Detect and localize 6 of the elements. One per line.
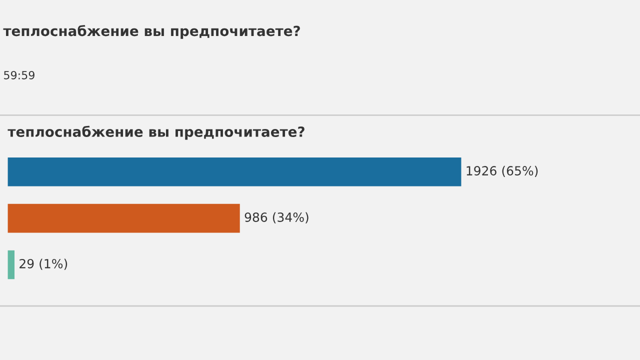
data-label: 29 (1%) xyxy=(20,258,68,270)
text: 59:59 xyxy=(4,70,34,80)
chart-title: теплоснабжение вы предпочитаете? xyxy=(8,126,304,140)
text: теплоснабжение вы предпочитаете? xyxy=(3,24,300,39)
data-label: 1926 (65%) xyxy=(466,166,538,177)
data-label: 986 (34%) xyxy=(244,212,308,224)
